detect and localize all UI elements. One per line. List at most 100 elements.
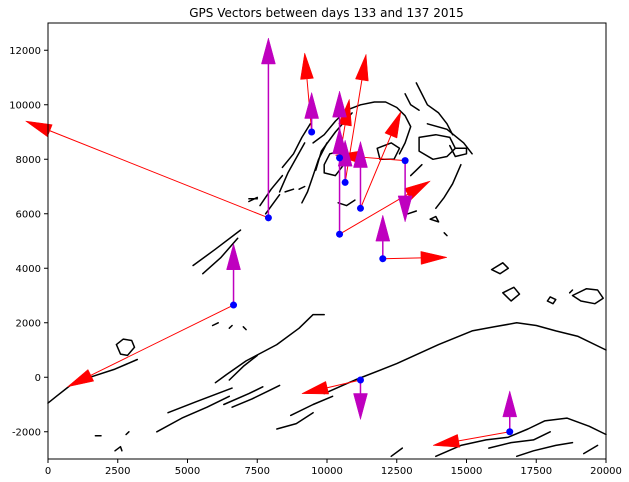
contour-line (125, 431, 130, 436)
contour-line (211, 322, 219, 327)
contour-line (582, 444, 599, 455)
contour-line (214, 313, 325, 384)
x-tick-label: 5000 (175, 466, 200, 477)
vertical-vector-head (502, 389, 518, 418)
vertical-vector-head (375, 214, 391, 242)
contour-line (390, 447, 404, 458)
x-axis: 0 2500 5000 7500 10000 12500 15000 17500 20000 (45, 459, 622, 477)
horizontal-vector-head (420, 251, 448, 265)
contour-line (502, 286, 521, 302)
contour-line (278, 142, 306, 193)
station-point (356, 376, 364, 384)
station-point (341, 178, 349, 186)
contour-line (202, 237, 239, 275)
vertical-vector-head (353, 393, 368, 421)
vertical-vector-head (353, 140, 368, 168)
contour-line (488, 431, 551, 449)
horizontal-vector-shaft (361, 156, 406, 162)
contour-line (568, 289, 574, 294)
x-tick-label: 20000 (590, 466, 622, 477)
contour-line (231, 384, 281, 408)
x-tick-label: 0 (45, 466, 51, 477)
contour-line (449, 144, 468, 158)
y-tick-label: 6000 (16, 209, 41, 220)
station-point (506, 428, 514, 436)
vertical-vector-head (226, 242, 241, 270)
contour-line (418, 133, 457, 161)
y-tick-label: 10000 (9, 100, 41, 111)
y-tick-label: 0 (35, 373, 41, 384)
x-tick-label: 15000 (451, 466, 483, 477)
x-tick-label: 7500 (245, 466, 270, 477)
contour-line (490, 262, 510, 275)
contour-line (571, 287, 604, 305)
contour-line (284, 188, 295, 193)
x-tick-label: 10000 (311, 466, 343, 477)
vertical-vector-head (304, 91, 319, 119)
contour-line (435, 417, 607, 458)
contour-line (259, 174, 284, 207)
horizontal-vector-shaft (458, 431, 510, 442)
y-tick-label: 2000 (16, 318, 41, 329)
contour-line (228, 354, 259, 381)
contour-line (435, 163, 462, 210)
contour-line (289, 395, 334, 417)
contour-line (323, 322, 607, 395)
contour-line (429, 215, 440, 223)
station-point (356, 204, 364, 212)
y-tick-label: 4000 (16, 264, 41, 275)
contour-line (415, 82, 454, 136)
vertical-vector-head (332, 90, 347, 118)
horizontal-vector-head (432, 434, 461, 448)
contour-line (167, 387, 233, 414)
contour-line (376, 142, 401, 161)
contour-line (281, 123, 312, 169)
horizontal-vector-head (384, 111, 402, 139)
y-tick-label: 8000 (16, 155, 41, 166)
station-point (308, 128, 316, 136)
horizontal-vector-shaft (339, 193, 409, 235)
station-point (336, 154, 344, 162)
station-point (230, 301, 238, 309)
horizontal-vector-shaft (49, 130, 269, 219)
x-tick-label: 12500 (381, 466, 413, 477)
chart-title: GPS Vectors between days 133 and 137 201… (189, 6, 463, 20)
station-point (336, 230, 344, 238)
horizontal-vector-head (300, 52, 314, 80)
horizontal-vector-head (404, 180, 431, 201)
contour-line (115, 338, 136, 357)
contour-line (192, 229, 242, 267)
contour-line (409, 163, 423, 177)
x-tick-label: 2500 (105, 466, 130, 477)
contour-line (156, 395, 231, 433)
vertical-vector-head (397, 195, 413, 223)
horizontal-vector-head (67, 369, 95, 388)
horizontal-vector-head (301, 381, 330, 395)
contour-line (298, 185, 306, 190)
y-axis: -2000 0 2000 4000 6000 8000 10000 12000 (9, 46, 48, 438)
horizontal-vector-head (25, 120, 53, 138)
horizontal-vector-head (355, 54, 369, 82)
x-tick-label: 17500 (520, 466, 552, 477)
horizontal-vector-shaft (327, 379, 361, 389)
contour-line (223, 386, 264, 406)
contour-line (312, 101, 412, 155)
contour-line (276, 411, 314, 430)
station-point (401, 157, 409, 165)
contour-line (337, 199, 356, 207)
y-tick-label: 12000 (9, 46, 41, 57)
station-point (264, 214, 272, 222)
contour-line (443, 232, 448, 237)
horizontal-vector-shaft (360, 135, 392, 209)
vector-layer (25, 37, 518, 448)
contour-line (546, 296, 557, 305)
horizontal-vector-shaft (382, 257, 421, 260)
contour-line (242, 326, 247, 331)
contour-line (114, 445, 123, 452)
contour-line (404, 93, 420, 111)
contour-line (301, 142, 328, 204)
contour-layer (47, 82, 607, 458)
vertical-vector-head (261, 37, 276, 65)
contour-line (515, 441, 574, 458)
